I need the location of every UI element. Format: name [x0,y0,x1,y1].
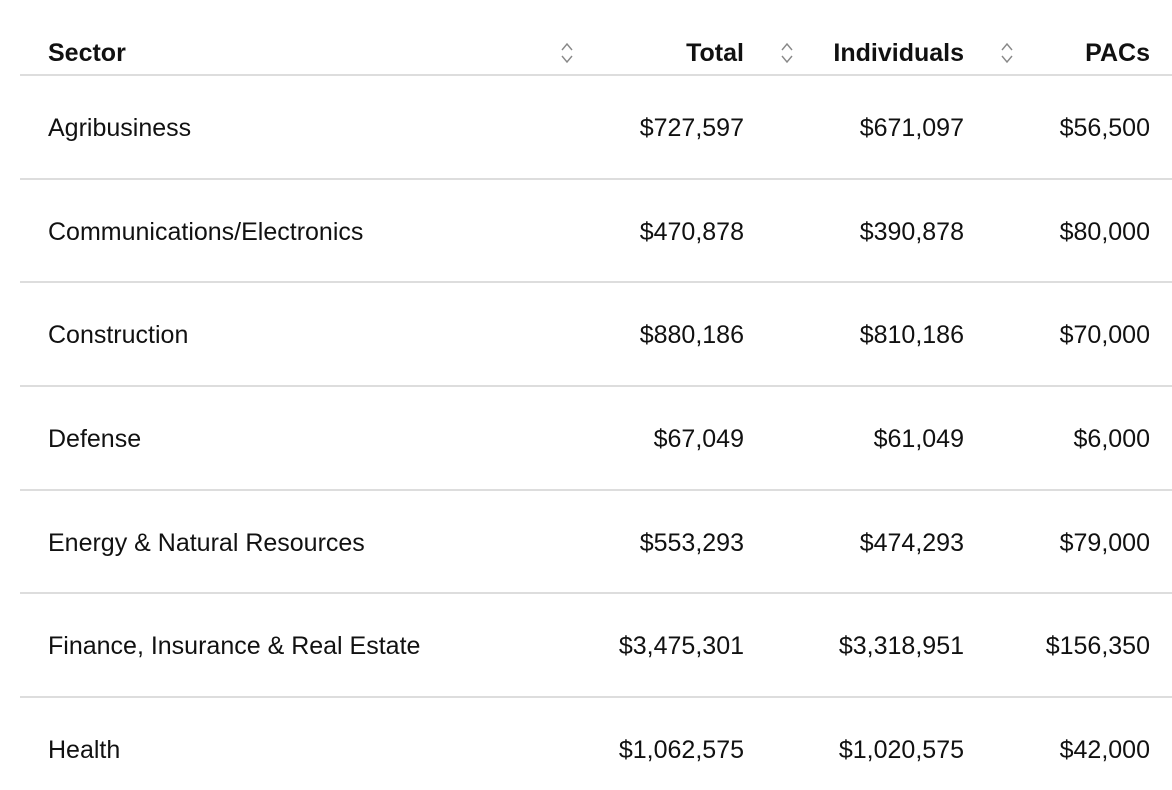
table-row: Health $1,062,575 $1,020,575 $42,000 [20,698,1172,790]
column-header-sector[interactable]: Sector [48,39,126,67]
cell-sector: Communications/Electronics [48,217,364,246]
cell-sector: Agribusiness [48,114,192,142]
table-row: Communications/Electronics $470,878 $390… [20,180,1172,284]
sort-total-icon[interactable] [780,41,794,65]
table-header: Sector Total Individuals PACs [20,0,1172,76]
column-header-individuals[interactable]: Individuals [833,39,964,67]
cell-sector: Health [48,736,121,765]
cell-total: $67,049 [653,425,744,454]
cell-sector: Defense [48,425,142,454]
cell-individuals: $671,097 [859,114,964,142]
column-header-total[interactable]: Total [686,39,744,67]
sort-individuals-icon[interactable] [1000,41,1014,65]
cell-pacs: $6,000 [1073,425,1150,454]
cell-individuals: $61,049 [873,425,964,454]
cell-total: $880,186 [639,321,744,350]
table-row: Finance, Insurance & Real Estate $3,475,… [20,594,1172,699]
cell-pacs: $79,000 [1059,528,1150,557]
table-row: Agribusiness $727,597 $671,097 $56,500 [20,76,1172,180]
cell-total: $553,293 [639,528,744,557]
cell-total: $3,475,301 [618,632,744,661]
cell-sector: Energy & Natural Resources [48,528,365,557]
sort-sector-icon[interactable] [560,41,574,65]
cell-pacs: $156,350 [1045,632,1150,661]
cell-sector: Construction [48,321,189,350]
cell-sector: Finance, Insurance & Real Estate [48,632,421,661]
column-header-pacs[interactable]: PACs [1085,39,1150,67]
table-body: Agribusiness $727,597 $671,097 $56,500 C… [20,76,1172,790]
cell-individuals: $3,318,951 [838,632,964,661]
cell-total: $727,597 [639,114,744,142]
cell-total: $470,878 [639,217,744,246]
cell-individuals: $474,293 [859,528,964,557]
cell-pacs: $42,000 [1059,736,1150,765]
table-row: Defense $67,049 $61,049 $6,000 [20,387,1172,491]
cell-individuals: $390,878 [859,217,964,246]
table-row: Construction $880,186 $810,186 $70,000 [20,283,1172,388]
cell-pacs: $80,000 [1059,217,1150,246]
cell-pacs: $56,500 [1059,114,1150,142]
cell-total: $1,062,575 [618,736,744,765]
cell-individuals: $1,020,575 [838,736,964,765]
cell-individuals: $810,186 [859,321,964,350]
cell-pacs: $70,000 [1059,321,1150,350]
table-row: Energy & Natural Resources $553,293 $474… [20,491,1172,595]
